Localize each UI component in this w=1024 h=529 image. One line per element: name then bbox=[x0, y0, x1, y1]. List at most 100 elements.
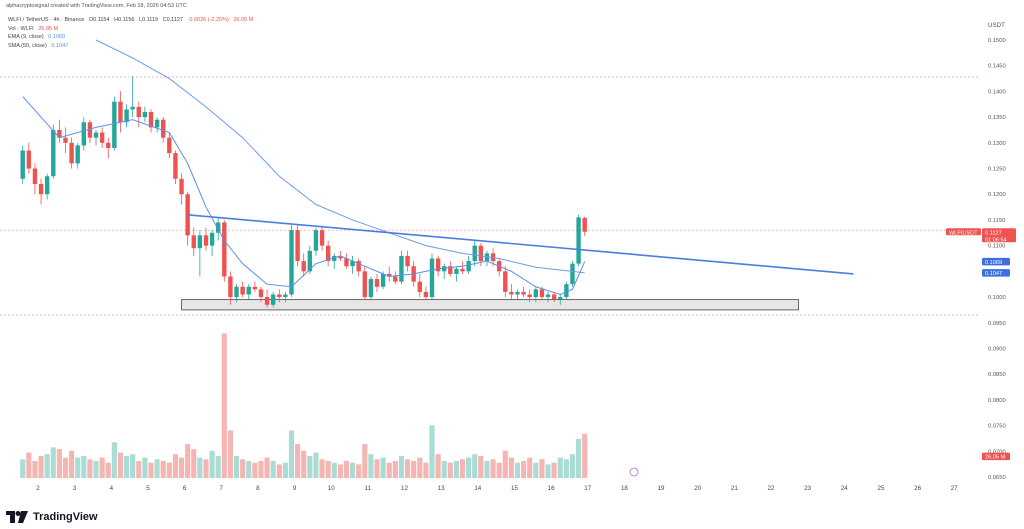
volume-bar bbox=[453, 461, 459, 478]
legend-ema-value: 0.1069 bbox=[48, 34, 66, 41]
candle bbox=[399, 250, 404, 285]
volume-bar bbox=[502, 450, 508, 478]
volume-tag: 26.05 M bbox=[982, 452, 1010, 461]
time-tick-label: 2 bbox=[36, 485, 40, 492]
candle bbox=[264, 289, 270, 308]
candle bbox=[442, 263, 447, 280]
volume-bar bbox=[392, 461, 398, 478]
candle bbox=[405, 250, 410, 272]
candle bbox=[154, 117, 160, 133]
candle bbox=[69, 137, 74, 169]
time-tick-label: 24 bbox=[841, 485, 848, 492]
volume-bar bbox=[288, 430, 295, 478]
volume-bar bbox=[87, 459, 93, 478]
legend-symbol: WLFI / TetherUS · 4h · Binance bbox=[8, 17, 85, 23]
price-axis[interactable]: USDT 0.1500 0.1450 0.1400 0.1350 0.1300 0.1250… bbox=[988, 22, 1006, 481]
volume-bar bbox=[166, 462, 172, 478]
volume-bar bbox=[404, 459, 411, 478]
candle bbox=[344, 253, 349, 269]
candle bbox=[368, 276, 374, 300]
candle bbox=[270, 291, 276, 308]
volume-bar bbox=[282, 462, 288, 478]
legend-ema-row[interactable]: EMA (9, close) 0.1069 bbox=[8, 33, 253, 42]
legend-high: H0.1156 bbox=[114, 17, 135, 23]
volume-bar bbox=[160, 461, 166, 478]
candle bbox=[87, 119, 93, 143]
volume-bar bbox=[441, 461, 447, 478]
time-axis[interactable]: 2 3 4 5 6 7 8 9 10 11 12 13 14 15 16 17 18 19 20 21 22 23 24 25… bbox=[36, 485, 958, 492]
symbol-tag: WLFIUSDT bbox=[946, 228, 981, 236]
legend-change: -0.0026 (-2.25%) bbox=[187, 17, 229, 23]
time-tick-label: 8 bbox=[256, 485, 260, 492]
volume-bar bbox=[203, 459, 209, 478]
legend-sma-row[interactable]: SMA (50, close) 0.1047 bbox=[8, 42, 253, 51]
event-marker-icon[interactable] bbox=[629, 467, 639, 477]
trendline[interactable] bbox=[187, 214, 854, 275]
time-tick-label: 26 bbox=[914, 485, 921, 492]
candle bbox=[496, 258, 502, 277]
candle bbox=[283, 291, 288, 303]
candle bbox=[99, 127, 105, 148]
time-tick-label: 18 bbox=[621, 485, 628, 492]
volume-bar bbox=[32, 461, 38, 478]
volume-bar bbox=[136, 461, 142, 478]
time-tick-label: 19 bbox=[658, 485, 665, 492]
time-tick-label: 10 bbox=[328, 485, 335, 492]
volume-bar bbox=[563, 459, 569, 478]
candle bbox=[332, 253, 337, 269]
volume-bar bbox=[313, 452, 319, 478]
ema-9-line bbox=[22, 96, 586, 296]
candle bbox=[173, 150, 178, 184]
volume-bar bbox=[490, 459, 496, 478]
volume-bar bbox=[246, 461, 252, 478]
tradingview-logo-icon bbox=[6, 511, 28, 523]
price-tick-label: 0.1200 bbox=[988, 192, 1006, 198]
volume-bar bbox=[423, 462, 429, 478]
volume-bar bbox=[429, 425, 435, 478]
candle bbox=[362, 266, 367, 300]
time-tick-label: 12 bbox=[401, 485, 408, 492]
price-tick-label: 0.1150 bbox=[988, 218, 1005, 224]
time-tick-label: 5 bbox=[146, 485, 150, 492]
svg-text:WLFIUSDT: WLFIUSDT bbox=[949, 230, 978, 236]
legend-volume-label: Vol · WLFI bbox=[8, 25, 34, 32]
legend-volume-row[interactable]: Vol · WLFI 26.05 M bbox=[8, 25, 253, 34]
candle bbox=[124, 104, 129, 128]
volume-bar bbox=[417, 457, 423, 478]
volume-bar bbox=[69, 450, 75, 478]
volume-bar bbox=[252, 462, 258, 478]
candle bbox=[319, 227, 325, 251]
volume-bar bbox=[551, 462, 557, 478]
svg-text:0.1127: 0.1127 bbox=[985, 230, 1002, 236]
price-tick-label: 0.0850 bbox=[988, 372, 1006, 378]
volume-bar bbox=[521, 461, 527, 478]
svg-text:0.1069: 0.1069 bbox=[985, 260, 1002, 266]
candle bbox=[582, 216, 587, 236]
price-tick-label: 0.1350 bbox=[988, 115, 1006, 121]
volume-bar bbox=[215, 455, 221, 478]
price-tick-label: 0.0900 bbox=[988, 346, 1006, 352]
price-tick-label: 0.0750 bbox=[988, 424, 1006, 430]
volume-bar bbox=[350, 462, 356, 478]
candle bbox=[167, 132, 172, 159]
tradingview-brand[interactable]: TradingView bbox=[6, 511, 98, 523]
legend-sma-value: 0.1047 bbox=[51, 42, 69, 49]
candle bbox=[142, 106, 148, 123]
volume-bar bbox=[105, 462, 111, 478]
legend-symbol-row[interactable]: WLFI / TetherUS · 4h · Binance O0.1154 H… bbox=[8, 16, 253, 25]
volume-bar bbox=[435, 454, 441, 478]
indicator-lines bbox=[22, 39, 854, 296]
volume-bar bbox=[81, 455, 87, 478]
volume-bar bbox=[75, 457, 81, 478]
candle bbox=[252, 281, 258, 292]
legend-close: C0.1127 bbox=[162, 17, 184, 23]
candle bbox=[234, 284, 239, 303]
candle bbox=[545, 291, 551, 303]
volume-bar bbox=[576, 438, 582, 478]
volume-bar bbox=[56, 449, 62, 478]
volume-bar bbox=[124, 455, 130, 478]
volume-bar bbox=[62, 457, 69, 478]
volume-bar bbox=[514, 462, 521, 478]
candle bbox=[277, 289, 282, 303]
